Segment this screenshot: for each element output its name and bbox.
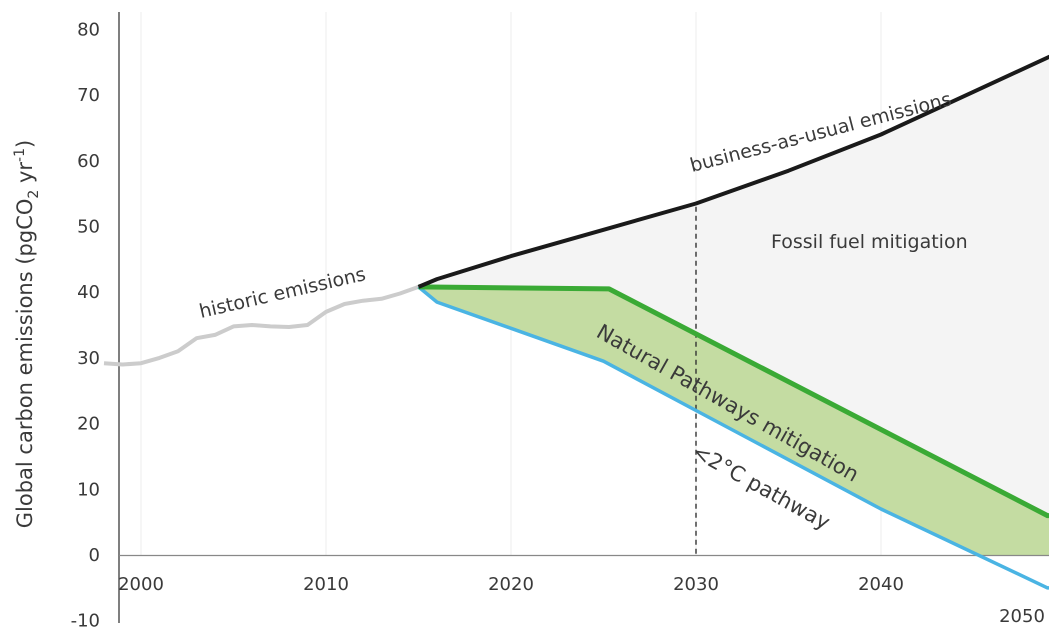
y-tick-label: 10 bbox=[77, 479, 100, 500]
y-tick-label: 70 bbox=[77, 85, 100, 106]
x-tick-label: 2050 bbox=[999, 606, 1045, 627]
y-tick-label: 0 bbox=[89, 545, 100, 566]
x-tick-label: 2000 bbox=[118, 574, 164, 595]
series-lines bbox=[103, 54, 1049, 590]
y-tick-label: 20 bbox=[77, 414, 100, 435]
axes bbox=[118, 12, 1049, 623]
label-historic-emissions: historic emissions bbox=[197, 263, 368, 323]
y-tick-label: 60 bbox=[77, 151, 100, 172]
historic-emissions-line bbox=[103, 285, 420, 367]
business-as-usual-line bbox=[417, 54, 1049, 289]
y-tick-label: 80 bbox=[77, 19, 100, 40]
x-tick-label: 2030 bbox=[673, 574, 719, 595]
y-tick-label: 50 bbox=[77, 217, 100, 238]
y-tick-labels: 80 70 60 50 40 30 20 10 0 -10 bbox=[71, 19, 100, 631]
mitigation-areas bbox=[418, 56, 1049, 555]
x-tick-label: 2040 bbox=[858, 574, 904, 595]
y-tick-label: 30 bbox=[77, 348, 100, 369]
two-degree-pathway-line bbox=[417, 285, 1049, 590]
natural-pathways-line bbox=[418, 284, 1049, 519]
x-tick-label: 2010 bbox=[303, 574, 349, 595]
y-tick-label: 40 bbox=[77, 282, 100, 303]
fossil-fuel-mitigation-area bbox=[418, 56, 1049, 516]
x-tick-label: 2020 bbox=[488, 574, 534, 595]
natural-pathways-mitigation-area bbox=[418, 286, 1049, 555]
y-axis-label: Global carbon emissions (pgCO2 yr-1) bbox=[12, 140, 42, 528]
x-tick-labels: 2000 2010 2020 2030 2040 2050 bbox=[118, 574, 1045, 627]
y-tick-label: -10 bbox=[71, 611, 100, 632]
label-fossil-fuel-mitigation: Fossil fuel mitigation bbox=[771, 231, 968, 253]
